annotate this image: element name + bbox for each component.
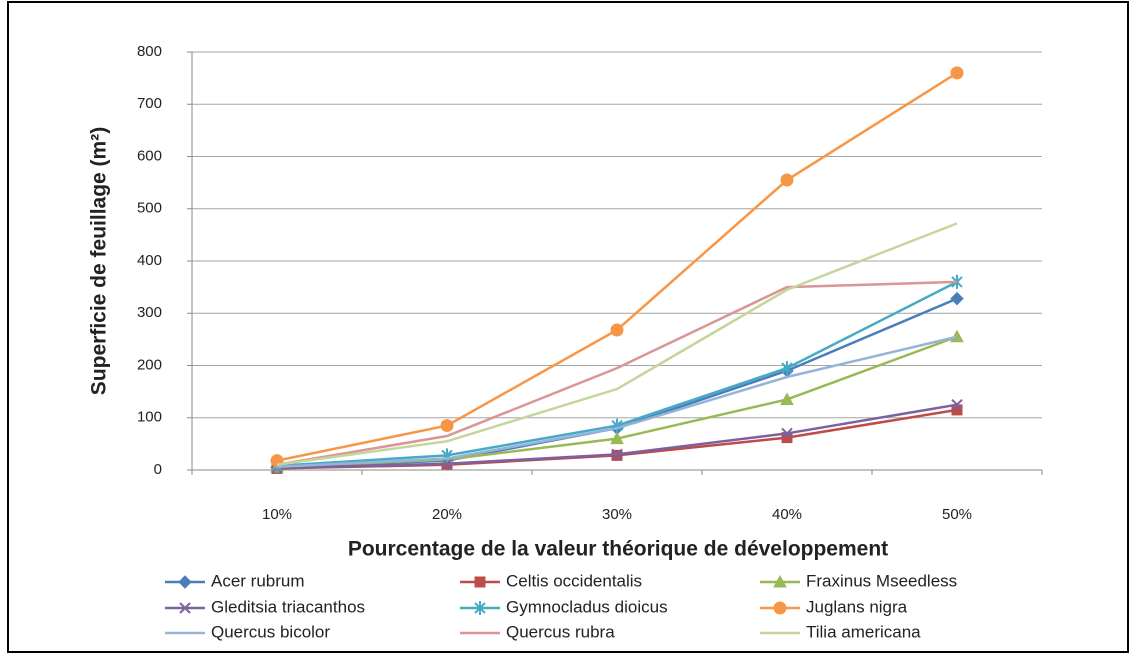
y-tick-label: 100	[137, 409, 162, 426]
legend-label: Gymnocladus dioicus	[506, 597, 668, 616]
marker	[950, 66, 964, 80]
x-tick-label: 50%	[942, 506, 972, 523]
marker	[780, 173, 794, 187]
marker	[611, 448, 623, 461]
legend-label: Fraxinus Mseedless	[806, 571, 957, 590]
y-tick-label: 700	[137, 95, 162, 112]
marker	[951, 398, 963, 411]
series-line	[276, 71, 958, 462]
y-tick-label: 200	[137, 356, 162, 373]
legend-label: Acer rubrum	[211, 571, 305, 590]
legend-label: Juglans nigra	[806, 597, 908, 616]
legend-label: Quercus rubra	[506, 622, 615, 641]
marker	[780, 392, 794, 405]
marker	[441, 458, 453, 470]
marker	[781, 427, 793, 440]
marker	[950, 329, 964, 343]
marker	[474, 576, 486, 588]
legend-label: Quercus bicolor	[211, 622, 330, 641]
series-line	[276, 280, 958, 467]
marker	[178, 575, 192, 589]
x-tick-label: 40%	[772, 506, 802, 523]
x-axis-title: Pourcentage de la valeur théorique de dé…	[348, 538, 888, 561]
marker	[781, 361, 793, 376]
series-line	[276, 222, 958, 467]
marker	[179, 602, 191, 614]
x-tick-label: 10%	[262, 506, 292, 523]
y-tick-label: 800	[137, 43, 162, 60]
y-tick-label: 300	[137, 304, 162, 321]
marker	[773, 574, 787, 588]
marker	[773, 601, 787, 615]
marker	[474, 601, 486, 615]
y-tick-label: 600	[137, 147, 162, 164]
marker	[440, 419, 454, 433]
marker	[610, 323, 624, 337]
y-tick-label: 400	[137, 252, 162, 269]
x-tick-label: 20%	[432, 506, 462, 523]
y-tick-label: 500	[137, 200, 162, 217]
marker	[950, 291, 964, 306]
y-tick-label: 0	[154, 461, 162, 478]
legend-label: Gleditsia triacanthos	[211, 597, 365, 616]
y-axis-title: Superficie de feuillage (m²)	[88, 127, 111, 395]
legend-label: Tilia americana	[806, 622, 921, 641]
x-tick-label: 30%	[602, 506, 632, 523]
marker	[610, 431, 624, 445]
chart-frame	[7, 1, 1129, 653]
legend-label: Celtis occidentalis	[506, 571, 642, 590]
series-line	[276, 335, 958, 469]
